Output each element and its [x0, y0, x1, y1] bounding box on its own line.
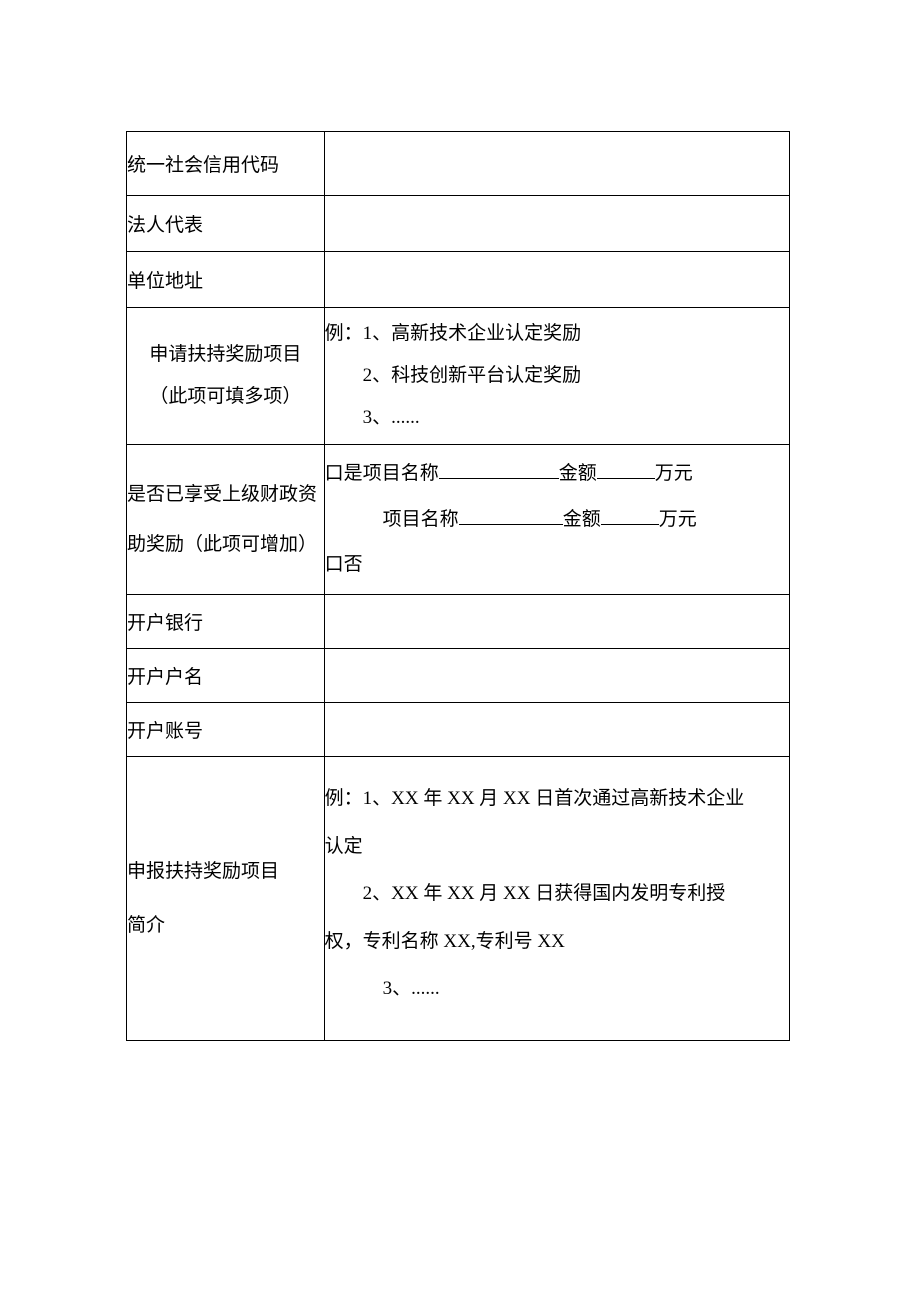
- label-prior-funding: 是否已享受上级财政资 助奖励（此项可增加）: [127, 445, 325, 595]
- row-apply-project: 申请扶持奖励项目 （此项可填多项） 例：1、高新技术企业认定奖励 2、科技创新平…: [127, 308, 790, 445]
- row-project-desc: 申报扶持奖励项目 简介 例：1、XX 年 XX 月 XX 日首次通过高新技术企业…: [127, 757, 790, 1041]
- label-project-desc: 申报扶持奖励项目 简介: [127, 757, 325, 1041]
- label-credit-code: 统一社会信用代码: [127, 132, 325, 196]
- proj-label-2: 项目名称: [383, 509, 459, 530]
- desc-line2b: 权，专利名称 XX,专利号 XX: [325, 931, 565, 952]
- label-account-name: 开户户名: [127, 649, 325, 703]
- desc-line2a: 2、XX 年 XX 月 XX 日获得国内发明专利授: [363, 883, 726, 904]
- row-address: 单位地址: [127, 252, 790, 308]
- amount-label-1: 金额: [559, 463, 597, 484]
- label-account-number: 开户账号: [127, 703, 325, 757]
- value-account-number: [324, 703, 789, 757]
- desc-line3: 3、......: [383, 978, 440, 999]
- apply-project-line2: 2、科技创新平台认定奖励: [363, 365, 582, 386]
- value-account-name: [324, 649, 789, 703]
- label-apply-project-line1: 申请扶持奖励项目: [149, 344, 301, 365]
- row-prior-funding: 是否已享受上级财政资 助奖励（此项可增加） 口是项目名称金额万元 项目名称金额万…: [127, 445, 790, 595]
- checkbox-no: 口否: [325, 554, 363, 575]
- row-credit-code: 统一社会信用代码: [127, 132, 790, 196]
- application-form-table: 统一社会信用代码 法人代表 单位地址 申请扶持奖励项目 （此项可填多项） 例：1…: [126, 131, 790, 1041]
- desc-line1a: 例：1、XX 年 XX 月 XX 日首次通过高新技术企业: [325, 788, 745, 809]
- unit-2: 万元: [659, 509, 697, 530]
- amount-label-2: 金额: [563, 509, 601, 530]
- underline-proj2: [459, 505, 563, 525]
- label-bank: 开户银行: [127, 595, 325, 649]
- label-legal-rep: 法人代表: [127, 196, 325, 252]
- label-prior-funding-line2: 助奖励（此项可增加）: [127, 534, 317, 555]
- label-apply-project-line2: （此项可填多项）: [149, 386, 301, 407]
- label-project-desc-line1: 申报扶持奖励项目: [127, 861, 279, 882]
- apply-project-line1: 例：1、高新技术企业认定奖励: [325, 323, 582, 344]
- checkbox-yes: 口是: [325, 463, 363, 484]
- underline-amt2: [601, 505, 659, 525]
- value-credit-code: [324, 132, 789, 196]
- row-account-number: 开户账号: [127, 703, 790, 757]
- label-prior-funding-line1: 是否已享受上级财政资: [127, 484, 317, 505]
- underline-proj1: [439, 459, 559, 479]
- underline-amt1: [597, 459, 655, 479]
- row-legal-rep: 法人代表: [127, 196, 790, 252]
- value-apply-project: 例：1、高新技术企业认定奖励 2、科技创新平台认定奖励 3、......: [324, 308, 789, 445]
- desc-line1b: 认定: [325, 836, 363, 857]
- label-address: 单位地址: [127, 252, 325, 308]
- row-bank: 开户银行: [127, 595, 790, 649]
- apply-project-line3: 3、......: [363, 407, 420, 428]
- value-project-desc: 例：1、XX 年 XX 月 XX 日首次通过高新技术企业 认定 2、XX 年 X…: [324, 757, 789, 1041]
- proj-label-1: 项目名称: [363, 463, 439, 484]
- value-legal-rep: [324, 196, 789, 252]
- label-project-desc-line2: 简介: [127, 915, 165, 936]
- unit-1: 万元: [655, 463, 693, 484]
- row-account-name: 开户户名: [127, 649, 790, 703]
- value-bank: [324, 595, 789, 649]
- value-prior-funding: 口是项目名称金额万元 项目名称金额万元 口否: [324, 445, 789, 595]
- label-apply-project: 申请扶持奖励项目 （此项可填多项）: [127, 308, 325, 445]
- value-address: [324, 252, 789, 308]
